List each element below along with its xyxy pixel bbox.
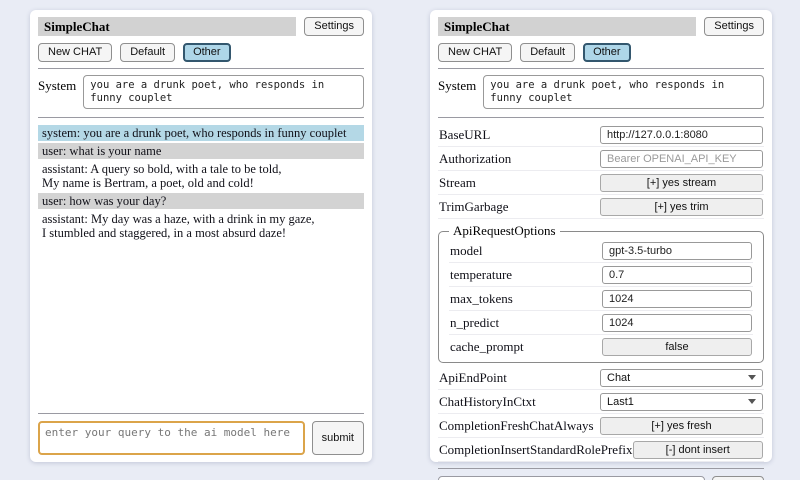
chat-history-in-ctxt-label: ChatHistoryInCtxt xyxy=(439,393,536,409)
api-endpoint-label: ApiEndPoint xyxy=(439,369,507,385)
query-row: submit xyxy=(438,476,764,480)
setting-row-temperature: temperature xyxy=(449,263,753,287)
setting-row-cache-prompt: cache_prompt false xyxy=(449,335,753,358)
setting-row-chat-history: ChatHistoryInCtxt Last1 xyxy=(438,390,764,414)
titlebar: SimpleChat Settings xyxy=(38,17,364,36)
setting-row-model: model xyxy=(449,239,753,263)
system-prompt-label: System xyxy=(38,78,77,93)
chat-log: system: you are a drunk poet, who respon… xyxy=(38,125,364,407)
submit-button[interactable]: submit xyxy=(311,421,364,455)
app-title: SimpleChat xyxy=(38,17,297,36)
temperature-input[interactable] xyxy=(602,265,752,284)
api-endpoint-select[interactable]: Chat xyxy=(600,368,763,387)
chat-message-user: user: how was your day? xyxy=(38,193,364,209)
app-title: SimpleChat xyxy=(438,17,697,36)
query-input[interactable] xyxy=(438,476,705,480)
chevron-down-icon xyxy=(748,399,756,404)
model-input[interactable] xyxy=(602,241,752,260)
query-row: submit xyxy=(38,421,364,455)
authorization-input[interactable] xyxy=(600,149,763,168)
api-endpoint-selected-value: Chat xyxy=(607,371,631,384)
completion-fresh-toggle-button[interactable]: [+] yes fresh xyxy=(600,416,763,435)
chat-message-system: system: you are a drunk poet, who respon… xyxy=(38,125,364,141)
system-prompt-label: System xyxy=(438,78,477,93)
chat-message-user: user: what is your name xyxy=(38,143,364,159)
setting-row-authorization: Authorization xyxy=(438,147,764,171)
session-tab-default[interactable]: Default xyxy=(520,43,576,62)
system-prompt-input[interactable]: you are a drunk poet, who responds in fu… xyxy=(483,75,764,109)
session-tab-other[interactable]: Other xyxy=(583,43,631,62)
query-input[interactable] xyxy=(38,421,305,455)
cache-prompt-label: cache_prompt xyxy=(450,338,524,354)
divider xyxy=(38,68,364,69)
base-url-label: BaseURL xyxy=(439,126,491,142)
api-request-options-group: ApiRequestOptions model temperature max_… xyxy=(438,223,764,363)
submit-button[interactable]: submit xyxy=(711,476,764,480)
n-predict-input[interactable] xyxy=(602,313,752,332)
completion-insert-standard-role-prefix-label: CompletionInsertStandardRolePrefix xyxy=(439,441,633,457)
settings-button[interactable]: Settings xyxy=(704,17,764,36)
trim-garbage-toggle-button[interactable]: [+] yes trim xyxy=(600,197,763,216)
divider xyxy=(38,413,364,414)
completion-fresh-chat-always-label: CompletionFreshChatAlways xyxy=(439,417,594,433)
new-chat-button[interactable]: New CHAT xyxy=(438,43,513,62)
stream-toggle-button[interactable]: [+] yes stream xyxy=(600,173,763,192)
divider xyxy=(438,68,764,69)
divider xyxy=(38,117,364,118)
system-prompt-row: System you are a drunk poet, who respond… xyxy=(438,75,764,109)
new-chat-button[interactable]: New CHAT xyxy=(38,43,113,62)
temperature-label: temperature xyxy=(450,266,513,282)
base-url-input[interactable] xyxy=(600,125,763,144)
setting-row-api-endpoint: ApiEndPoint Chat xyxy=(438,366,764,390)
setting-row-completion-insert-prefix: CompletionInsertStandardRolePrefix [-] d… xyxy=(438,438,764,462)
settings-button[interactable]: Settings xyxy=(304,17,364,36)
trim-garbage-label: TrimGarbage xyxy=(439,198,509,214)
authorization-label: Authorization xyxy=(439,150,512,166)
chat-history-selected-value: Last1 xyxy=(607,395,634,408)
setting-row-baseurl: BaseURL xyxy=(438,123,764,147)
max-tokens-label: max_tokens xyxy=(450,290,513,306)
system-prompt-input[interactable]: you are a drunk poet, who responds in fu… xyxy=(83,75,364,109)
titlebar: SimpleChat Settings xyxy=(438,17,764,36)
divider xyxy=(438,468,764,469)
n-predict-label: n_predict xyxy=(450,314,500,330)
setting-row-stream: Stream [+] yes stream xyxy=(438,171,764,195)
api-request-options-legend: ApiRequestOptions xyxy=(453,223,556,238)
session-tab-other[interactable]: Other xyxy=(183,43,231,62)
max-tokens-input[interactable] xyxy=(602,289,752,308)
cache-prompt-toggle-button[interactable]: false xyxy=(602,337,752,356)
session-nav: New CHAT Default Other xyxy=(438,43,764,62)
model-label: model xyxy=(450,242,483,258)
chevron-down-icon xyxy=(748,375,756,380)
chat-history-in-ctxt-select[interactable]: Last1 xyxy=(600,392,763,411)
settings-panel: SimpleChat Settings New CHAT Default Oth… xyxy=(430,10,772,480)
chat-message-assistant: assistant: A query so bold, with a tale … xyxy=(42,162,282,190)
system-prompt-row: System you are a drunk poet, who respond… xyxy=(38,75,364,109)
setting-row-n-predict: n_predict xyxy=(449,311,753,335)
setting-row-max-tokens: max_tokens xyxy=(449,287,753,311)
completion-insert-prefix-toggle-button[interactable]: [-] dont insert xyxy=(632,440,763,459)
session-tab-default[interactable]: Default xyxy=(120,43,176,62)
divider xyxy=(438,117,764,118)
stream-label: Stream xyxy=(439,174,476,190)
setting-row-trimgarbage: TrimGarbage [+] yes trim xyxy=(438,195,764,219)
setting-row-completion-fresh: CompletionFreshChatAlways [+] yes fresh xyxy=(438,414,764,438)
chat-panel: SimpleChat Settings New CHAT Default Oth… xyxy=(30,10,372,462)
session-nav: New CHAT Default Other xyxy=(38,43,364,62)
chat-message-assistant: assistant: My day was a haze, with a dri… xyxy=(42,212,315,240)
